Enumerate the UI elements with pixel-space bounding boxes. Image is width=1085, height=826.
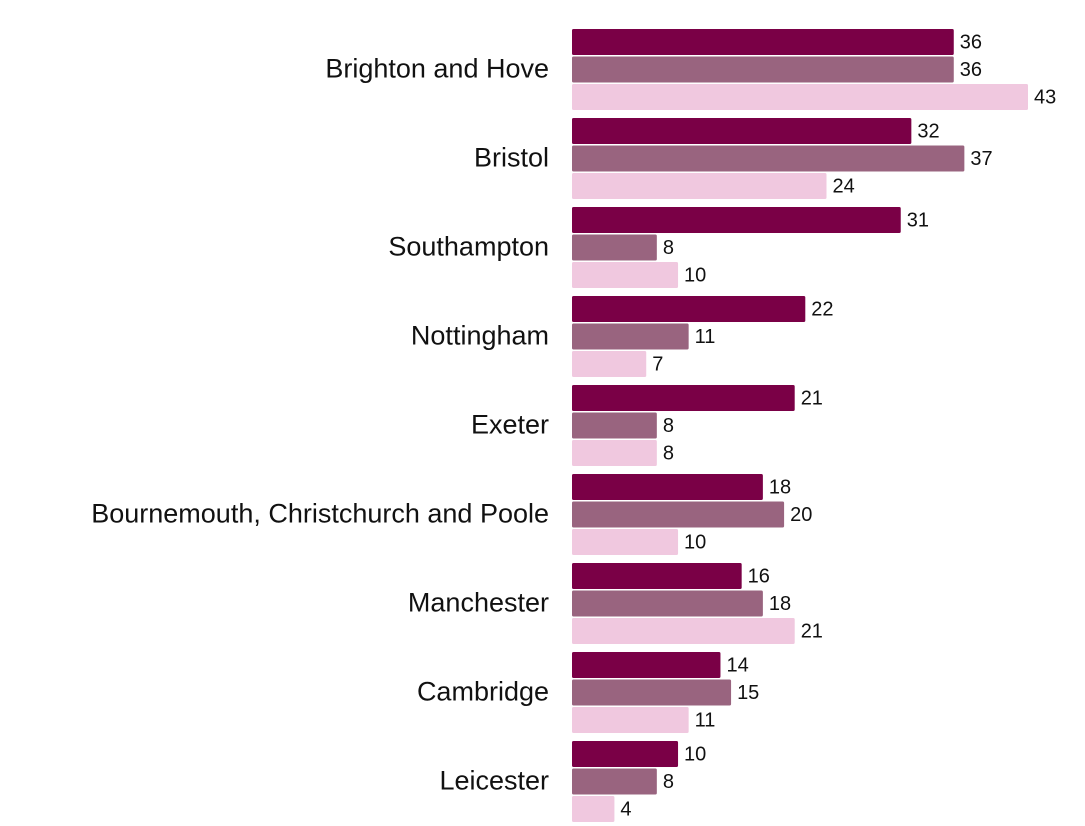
bar-manchester-series-2 [572, 590, 763, 617]
category-label-cambridge: Cambridge [417, 677, 549, 707]
bar-manchester-series-1 [572, 563, 742, 589]
category-label-manchester: Manchester [408, 588, 549, 618]
value-label-nottingham-series-3: 7 [652, 353, 663, 375]
category-label-leicester: Leicester [439, 766, 549, 796]
bar-exeter-series-3 [572, 440, 657, 466]
value-label-bristol-series-2: 37 [970, 148, 992, 170]
bar-brighton-and-hove-series-2 [572, 56, 954, 83]
category-label-nottingham: Nottingham [411, 321, 549, 351]
bar-nottingham-series-1 [572, 296, 806, 322]
value-label-exeter-series-2: 8 [663, 415, 674, 437]
category-label-exeter: Exeter [471, 410, 549, 440]
value-label-bournemouth-christchurch-and-poole-series-3: 10 [684, 531, 706, 553]
bar-southampton-series-2 [572, 234, 657, 261]
bar-leicester-series-1 [572, 741, 679, 767]
value-label-southampton-series-1: 31 [907, 209, 929, 231]
value-label-leicester-series-2: 8 [663, 771, 674, 793]
bar-southampton-series-1 [572, 207, 901, 233]
value-label-southampton-series-2: 8 [663, 237, 674, 259]
bar-bristol-series-3 [572, 173, 827, 199]
bar-brighton-and-hove-series-3 [572, 84, 1028, 110]
bar-cambridge-series-2 [572, 679, 732, 706]
category-label-brighton-and-hove: Brighton and Hove [325, 54, 549, 84]
bar-nottingham-series-2 [572, 323, 689, 350]
bar-exeter-series-2 [572, 412, 657, 439]
value-label-bournemouth-christchurch-and-poole-series-1: 18 [769, 476, 791, 498]
value-label-manchester-series-2: 18 [769, 593, 791, 615]
bar-bournemouth-christchurch-and-poole-series-2 [572, 501, 785, 528]
value-label-cambridge-series-1: 14 [726, 654, 748, 676]
bar-southampton-series-3 [572, 262, 679, 288]
value-label-brighton-and-hove-series-1: 36 [960, 31, 982, 53]
value-label-manchester-series-1: 16 [748, 565, 770, 587]
bar-manchester-series-3 [572, 618, 795, 644]
value-label-leicester-series-1: 10 [684, 743, 706, 765]
value-label-brighton-and-hove-series-3: 43 [1034, 86, 1056, 108]
value-label-exeter-series-3: 8 [663, 442, 674, 464]
category-label-southampton: Southampton [388, 232, 549, 262]
category-label-bristol: Bristol [474, 143, 549, 173]
value-label-brighton-and-hove-series-2: 36 [960, 59, 982, 81]
category-label-bournemouth-christchurch-and-poole: Bournemouth, Christchurch and Poole [91, 499, 549, 529]
value-label-cambridge-series-2: 15 [737, 682, 759, 704]
value-label-cambridge-series-3: 11 [695, 709, 716, 731]
bar-cambridge-series-1 [572, 652, 721, 678]
bar-cambridge-series-3 [572, 707, 689, 733]
value-label-bristol-series-3: 24 [833, 175, 855, 197]
bar-bournemouth-christchurch-and-poole-series-1 [572, 474, 763, 500]
value-label-exeter-series-1: 21 [801, 387, 823, 409]
bar-leicester-series-2 [572, 768, 657, 795]
bar-bournemouth-christchurch-and-poole-series-3 [572, 529, 679, 555]
value-label-bristol-series-1: 32 [917, 120, 939, 142]
bar-leicester-series-3 [572, 796, 615, 822]
value-label-nottingham-series-1: 22 [811, 298, 833, 320]
category-labels: Brighton and Hove Bristol Southampton Notti… [91, 54, 549, 796]
bar-bristol-series-1 [572, 118, 912, 144]
value-labels: 36 36 43 32 37 24 31 8 10 22 11 7 21 8 8 18 20 10 16 18 21 14… [620, 31, 1056, 820]
bar-nottingham-series-3 [572, 351, 647, 377]
value-label-manchester-series-3: 21 [801, 620, 823, 642]
value-label-nottingham-series-2: 11 [695, 326, 716, 348]
value-label-bournemouth-christchurch-and-poole-series-2: 20 [790, 504, 812, 526]
bars [572, 29, 1028, 822]
bar-brighton-and-hove-series-1 [572, 29, 954, 55]
bar-exeter-series-1 [572, 385, 795, 411]
bar-bristol-series-2 [572, 145, 965, 172]
value-label-leicester-series-3: 4 [620, 798, 631, 820]
value-label-southampton-series-3: 10 [684, 264, 706, 286]
